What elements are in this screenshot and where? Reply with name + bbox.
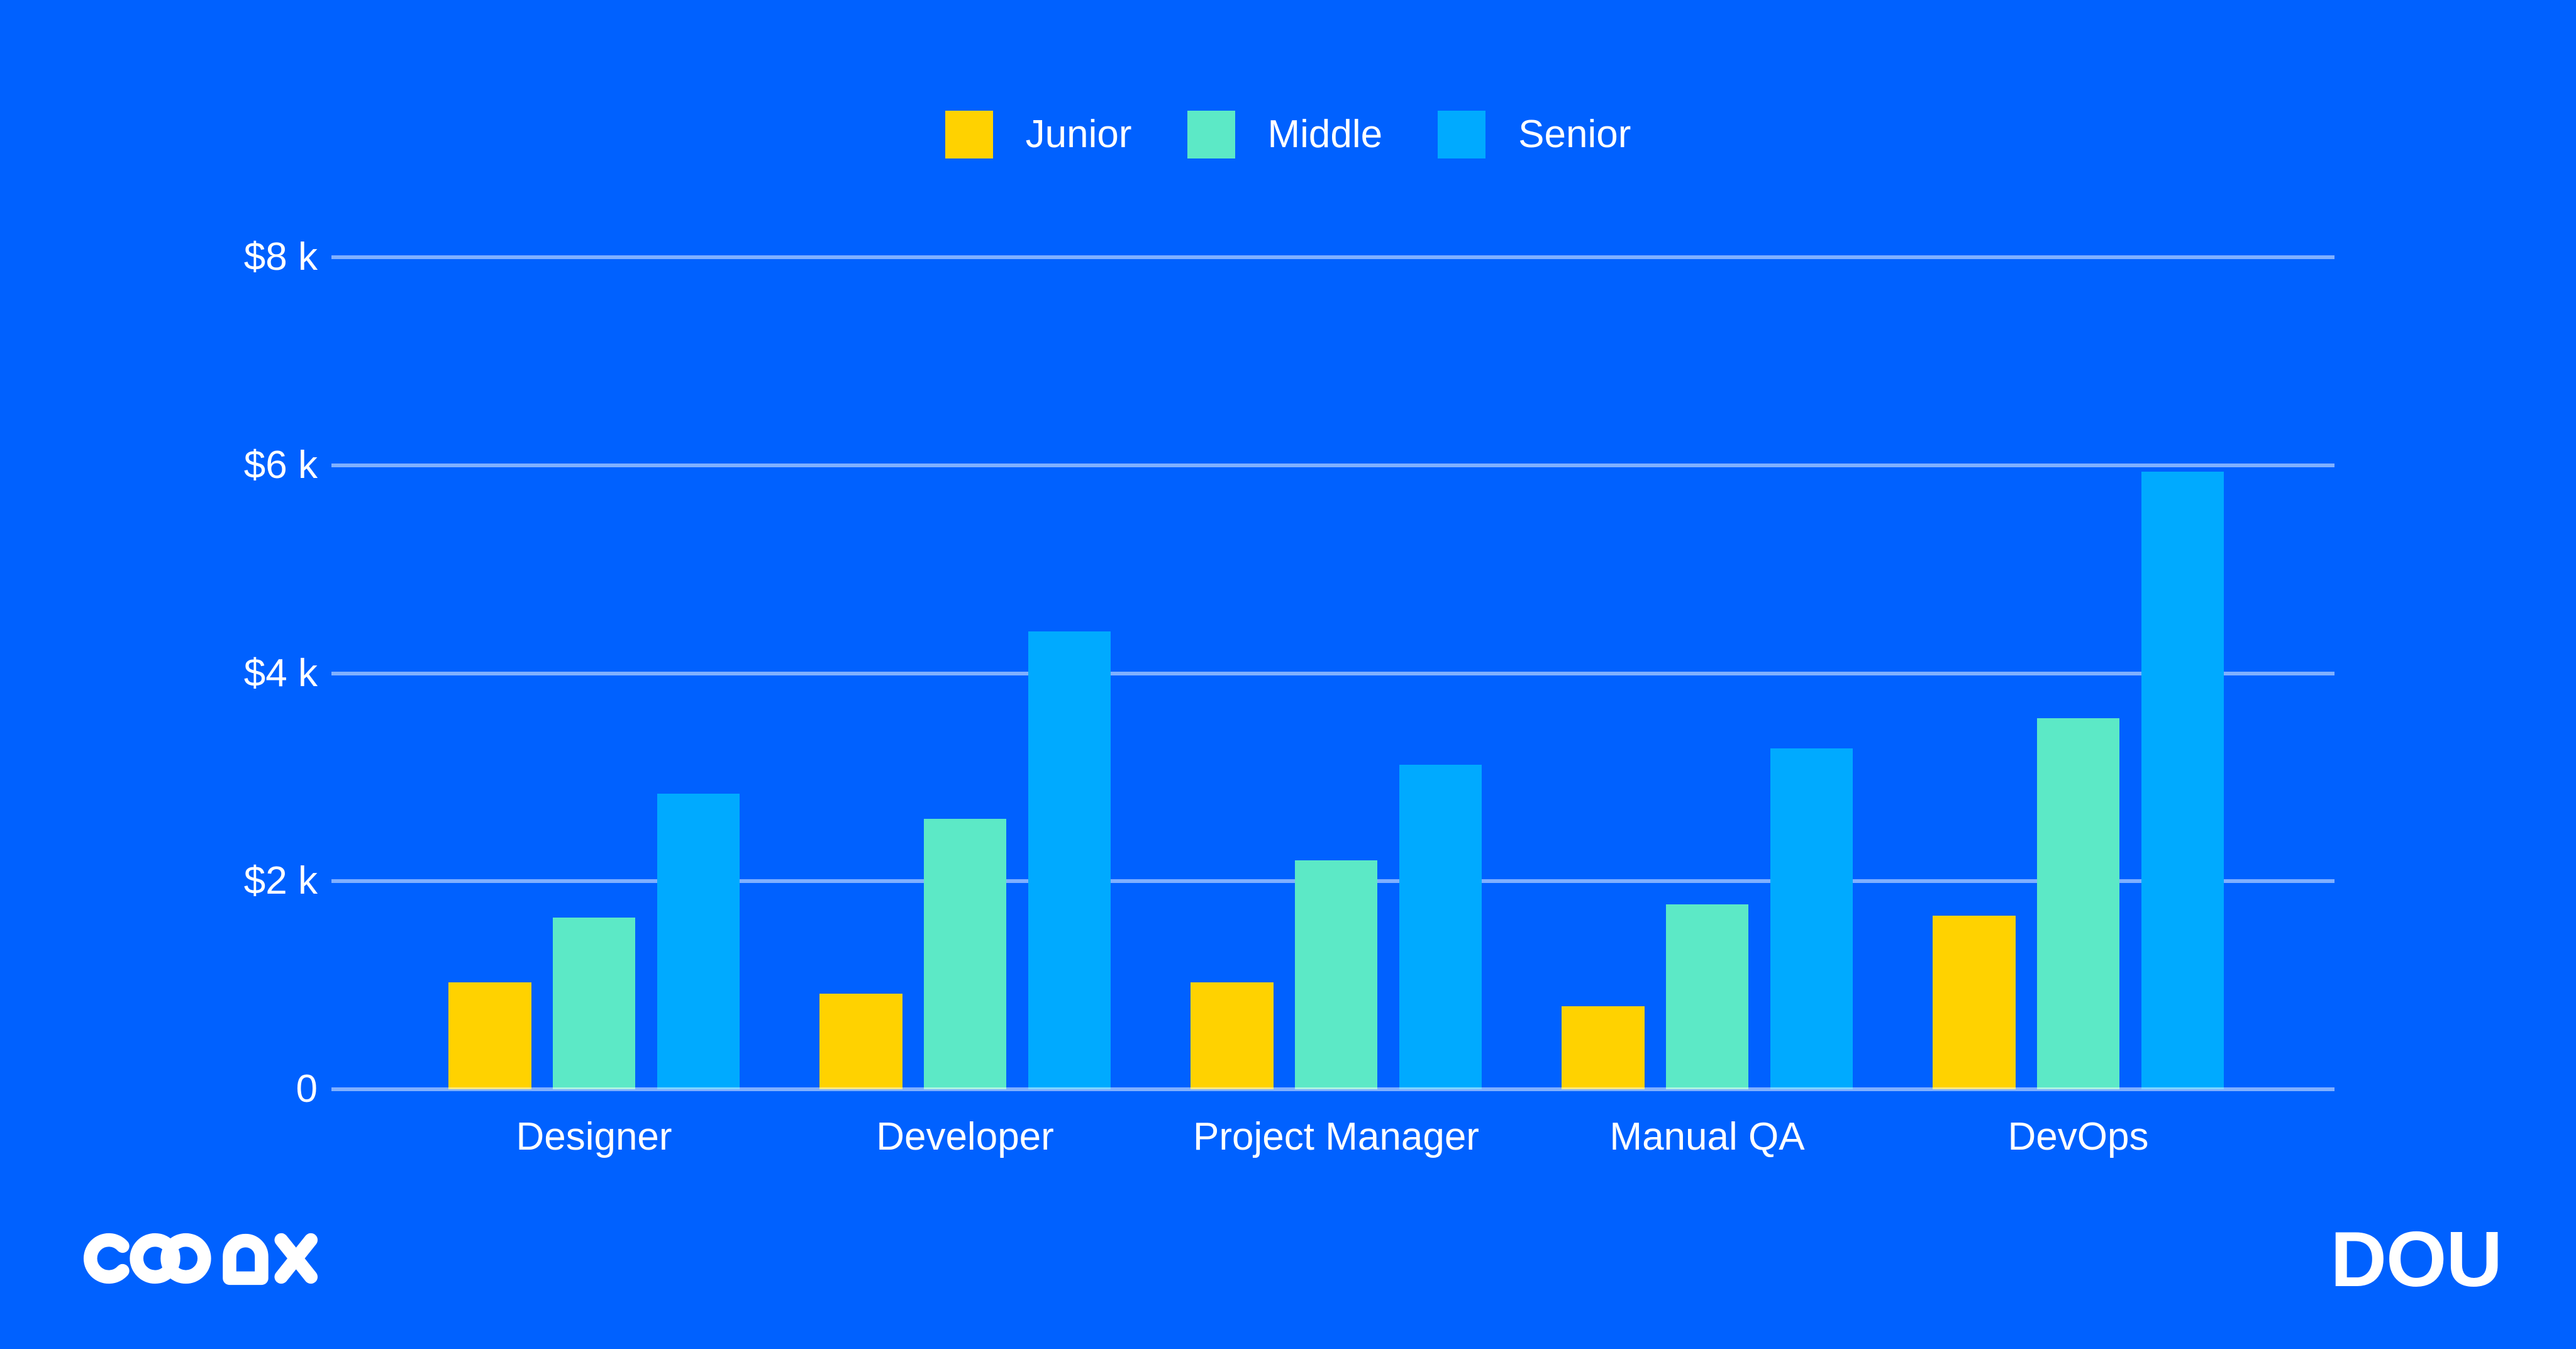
bar-middle-designer <box>552 918 636 1089</box>
y-axis-tick-label: $4 k <box>243 651 318 695</box>
bar-senior-developer <box>1028 631 1111 1089</box>
x-axis-category-label: Designer <box>516 1115 672 1158</box>
x-axis-category-label: DevOps <box>2007 1115 2149 1158</box>
legend-swatch-middle <box>1187 111 1235 158</box>
legend-swatch-junior <box>945 111 993 158</box>
bar-senior-devops <box>2141 471 2224 1089</box>
legend-item-senior: Senior <box>1438 111 1631 158</box>
legend-item-middle: Middle <box>1187 111 1383 158</box>
bar-junior-project-manager <box>1191 982 1274 1089</box>
bar-senior-designer <box>657 794 740 1089</box>
bar-junior-devops <box>1933 915 2016 1089</box>
legend-swatch-senior <box>1438 111 1486 158</box>
y-axis-tick-label: $8 k <box>243 235 318 279</box>
coax-logo <box>83 1233 318 1285</box>
y-axis-tick-label: $6 k <box>243 443 318 487</box>
x-axis-category-label: Developer <box>876 1115 1054 1158</box>
bar-middle-project-manager <box>1294 860 1378 1089</box>
legend-label: Junior <box>1025 113 1132 156</box>
bar-junior-manual-qa <box>1562 1006 1645 1089</box>
x-axis-category-label: Manual QA <box>1609 1115 1805 1158</box>
bar-senior-manual-qa <box>1770 748 1853 1089</box>
bar-junior-developer <box>819 993 902 1089</box>
y-axis-tick-label: $2 k <box>243 859 318 903</box>
bar-junior-designer <box>448 982 531 1089</box>
dou-logo: DOU <box>2330 1216 2502 1303</box>
bar-middle-manual-qa <box>1665 904 1749 1089</box>
coax-infinity-right-loop <box>160 1233 211 1284</box>
coax-letter-x <box>274 1233 318 1284</box>
gridline-4k <box>331 671 2334 675</box>
x-axis-category-label: Project Manager <box>1193 1115 1479 1158</box>
bar-middle-developer <box>923 819 1007 1089</box>
gridline-6k <box>331 463 2334 467</box>
gridline-0k <box>331 1087 2334 1091</box>
gridline-8k <box>331 255 2334 259</box>
coax-letter-c <box>83 1233 130 1284</box>
legend-label: Middle <box>1267 113 1383 156</box>
legend-label: Senior <box>1518 113 1631 156</box>
bar-senior-project-manager <box>1399 765 1482 1089</box>
y-axis-tick-label: 0 <box>296 1067 318 1111</box>
coax-letter-a <box>223 1233 269 1285</box>
legend-item-junior: Junior <box>945 111 1132 158</box>
chart-legend: Junior Middle Senior <box>0 111 2576 158</box>
bar-middle-devops <box>2036 718 2120 1089</box>
